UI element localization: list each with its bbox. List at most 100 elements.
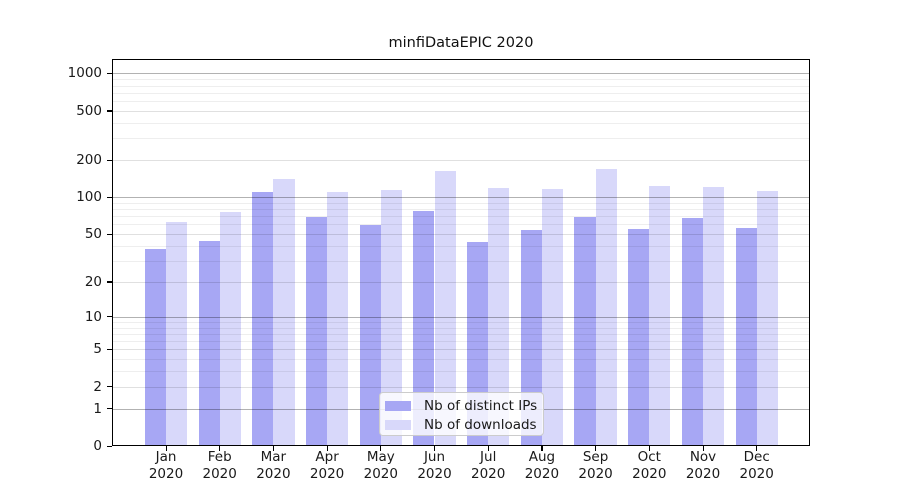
- gridline-8: [113, 327, 809, 329]
- legend-label-downloads: Nb of downloads: [424, 416, 537, 433]
- bar-downloads-oct: [649, 186, 671, 445]
- x-tick: [756, 446, 758, 451]
- gridline-800: [113, 85, 809, 87]
- bar-downloads-jul: [488, 187, 510, 445]
- gridline-900: [113, 79, 809, 81]
- y-tick: [107, 281, 112, 283]
- bar-downloads-feb: [219, 212, 241, 445]
- legend: Nb of distinct IPs Nb of downloads: [379, 392, 544, 436]
- legend-item-distinct-ips: Nb of distinct IPs: [385, 396, 543, 415]
- bar-distinct-ips-may: [359, 225, 381, 445]
- y-tick-label: 100: [76, 189, 102, 206]
- x-tick: [595, 446, 597, 451]
- bar-downloads-may: [380, 189, 402, 445]
- bar-downloads-mar: [273, 178, 295, 445]
- gridline-6: [113, 341, 809, 343]
- x-tick-label: Dec 2020: [739, 449, 774, 482]
- x-tick: [648, 446, 650, 451]
- y-tick-label: 10: [84, 308, 102, 325]
- x-tick-label: Sep 2020: [578, 449, 613, 482]
- x-tick: [326, 446, 328, 451]
- gridline-100: [113, 197, 809, 199]
- x-tick-label: Feb 2020: [202, 449, 237, 482]
- y-tick: [107, 408, 112, 410]
- bar-downloads-aug: [541, 188, 564, 445]
- y-tick-label: 5: [93, 341, 102, 358]
- gridline-90: [113, 202, 809, 204]
- legend-item-downloads: Nb of downloads: [385, 415, 543, 434]
- x-tick-label: Jan 2020: [148, 449, 184, 482]
- y-tick-label: 50: [84, 226, 102, 242]
- y-tick: [107, 233, 112, 235]
- bar-downloads-sep: [595, 169, 617, 445]
- y-tick-label: 0: [93, 438, 102, 454]
- y-tick: [107, 196, 112, 198]
- x-tick: [165, 446, 167, 451]
- gridline-300: [113, 138, 809, 140]
- gridline-700: [113, 92, 809, 94]
- gridline-10: [113, 316, 809, 318]
- x-tick: [702, 446, 704, 451]
- x-tick-label: Jun 2020: [417, 449, 452, 482]
- x-tick: [434, 446, 436, 451]
- y-tick: [107, 110, 112, 112]
- gridline-3: [113, 371, 809, 373]
- y-tick: [107, 445, 112, 447]
- x-tick-label: May 2020: [363, 449, 398, 482]
- gridline-600: [113, 101, 809, 102]
- gridline-2: [113, 386, 809, 388]
- bar-distinct-ips-dec: [735, 227, 757, 445]
- y-tick: [107, 316, 112, 318]
- bar-downloads-jan: [166, 221, 188, 445]
- x-tick-label: Mar 2020: [256, 449, 291, 482]
- x-tick-label: Jul 2020: [471, 449, 506, 482]
- bar-distinct-ips-nov: [681, 218, 703, 445]
- chart-title: minfiDataEPIC 2020: [388, 35, 534, 51]
- y-tick-label: 2: [93, 378, 102, 395]
- x-tick: [487, 446, 489, 451]
- y-tick: [107, 348, 112, 351]
- gridline-200: [113, 160, 809, 162]
- gridline-400: [113, 122, 809, 124]
- legend-label-distinct-ips: Nb of distinct IPs: [424, 397, 538, 414]
- y-tick-label: 20: [84, 273, 102, 290]
- x-tick-label: Oct 2020: [632, 449, 667, 482]
- gridline-20: [113, 281, 809, 283]
- bar-downloads-dec: [756, 191, 778, 445]
- gridline-500: [113, 110, 809, 112]
- gridline-7: [113, 333, 809, 335]
- legend-swatch-downloads-icon: [385, 419, 411, 430]
- y-tick: [107, 72, 112, 75]
- x-tick-label: Aug 2020: [524, 449, 560, 482]
- y-tick-label: 1: [93, 400, 102, 417]
- bar-distinct-ips-aug: [520, 229, 542, 445]
- gridline-50: [113, 234, 809, 235]
- y-tick: [107, 159, 112, 161]
- gridline-9: [113, 321, 809, 323]
- x-tick: [219, 446, 221, 451]
- bar-downloads-jun: [434, 171, 456, 445]
- bar-distinct-ips-jun: [413, 210, 435, 445]
- x-tick: [541, 446, 543, 451]
- gridline-80: [113, 209, 809, 211]
- gridline-60: [113, 224, 809, 226]
- bar-distinct-ips-oct: [628, 228, 650, 445]
- plot-area: [112, 59, 810, 446]
- bar-downloads-apr: [327, 192, 349, 445]
- gridline-30: [113, 260, 809, 262]
- gridline-4: [113, 359, 809, 361]
- y-tick-label: 200: [76, 152, 102, 169]
- bar-distinct-ips-feb: [198, 240, 220, 445]
- gridline-70: [113, 216, 809, 218]
- bar-distinct-ips-apr: [305, 216, 328, 445]
- gridline-1000: [113, 73, 809, 75]
- gridline-5: [113, 349, 809, 351]
- legend-swatch-distinct-ips-icon: [385, 400, 411, 411]
- x-tick-label: Nov 2020: [685, 449, 721, 482]
- y-tick-label: 1000: [67, 65, 102, 82]
- y-tick-label: 500: [76, 102, 102, 119]
- y-tick: [107, 386, 112, 388]
- bar-downloads-nov: [703, 186, 725, 445]
- bar-distinct-ips-jan: [144, 248, 166, 445]
